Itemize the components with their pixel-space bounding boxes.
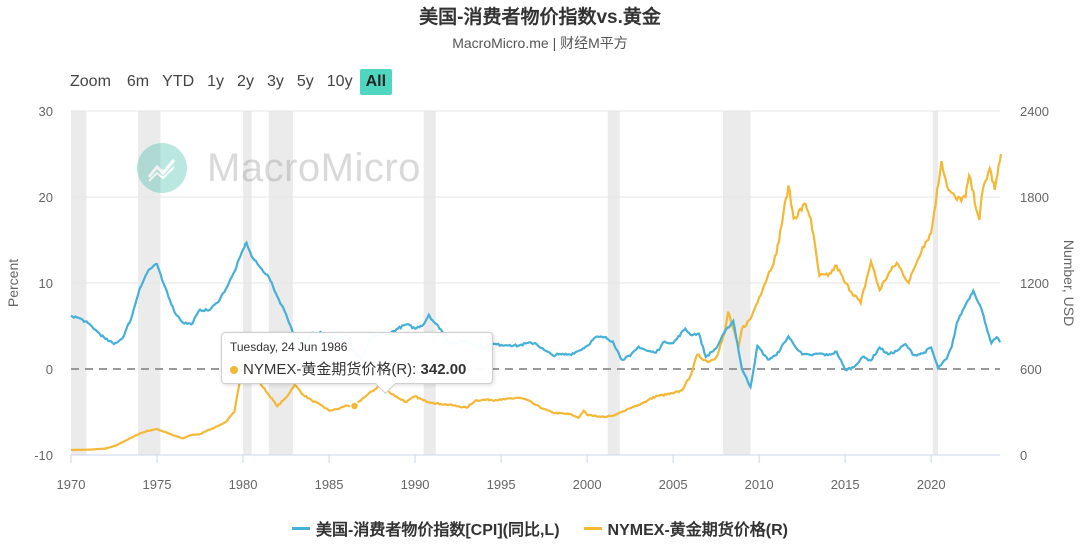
tooltip-row: NYMEX-黄金期货价格(R): 342.00 [230,358,466,379]
tooltip: Tuesday, 24 Jun 1986 NYMEX-黄金期货价格(R): 34… [221,332,493,395]
x-tick-label: 1990 [401,477,430,492]
zoom-button-ytd[interactable]: YTD [162,73,195,90]
chart-subtitle: MacroMicro.me | 财经M平方 [452,35,628,51]
x-tick-label: 1980 [229,477,258,492]
macromicro-logo-icon [137,143,187,193]
left-tick-label: 30 [39,104,53,119]
chart-title: 美国-消费者物价指数vs.黄金 [419,7,661,28]
legend-cpi-label: 美国-消费者物价指数[CPI](同比,L) [316,522,560,539]
zoom-button-10y[interactable]: 10y [326,73,353,90]
zoom-button-6m[interactable]: 6m [126,73,150,90]
tooltip-date: Tuesday, 24 Jun 1986 [230,340,348,354]
x-tick-label: 2015 [831,477,860,492]
right-tick-label: 2400 [1020,104,1049,119]
x-tick-label: 1975 [143,477,172,492]
x-tick-label: 2010 [745,477,774,492]
tooltip-point-marker [349,401,360,411]
x-tick-label: 1995 [487,477,516,492]
zoom-button-3y[interactable]: 3y [266,73,284,90]
zoom-label: Zoom [70,73,111,90]
legend-gold-label: NYMEX-黄金期货价格(R) [607,522,788,539]
gold-series-line [71,153,1002,452]
zoom-button-all[interactable]: All [359,69,393,95]
legend-item-cpi[interactable]: 美国-消费者物价指数[CPI](同比,L) [292,516,560,540]
x-tick-label: 2020 [917,477,946,492]
tooltip-value: 342.00 [420,361,467,378]
right-tick-label: 1200 [1020,276,1049,291]
x-tick-label: 2000 [573,477,602,492]
zoom-button-5y[interactable]: 5y [296,73,314,90]
tooltip-series-name: NYMEX-黄金期货价格(R): [243,361,417,378]
x-tick-label: 2005 [659,477,688,492]
zoom-button-1y[interactable]: 1y [207,73,225,90]
zoom-button-2y[interactable]: 2y [237,73,254,90]
right-tick-label: 600 [1020,362,1042,377]
legend-item-gold[interactable]: NYMEX-黄金期货价格(R) [583,516,788,540]
zoom-bar: Zoom 6m YTD 1y 2y 3y 5y 10y All [70,69,393,95]
right-tick-label: 1800 [1020,190,1049,205]
tooltip-series-dot-icon [230,366,238,375]
x-tick-label: 1985 [315,477,344,492]
legend-gold-swatch-icon [583,526,602,530]
cpi-series-line [70,240,1002,391]
legend-cpi-swatch-icon [292,526,310,530]
right-axis-title: Number, USD [1061,240,1077,326]
left-tick-label: 10 [39,276,53,291]
watermark-text: MacroMicro [207,145,421,190]
legend: 美国-消费者物价指数[CPI](同比,L) NYMEX-黄金期货价格(R) [0,516,1080,540]
right-tick-label: 0 [1020,448,1027,463]
left-axis-title: Percent [5,259,21,307]
watermark: MacroMicro [137,143,421,193]
x-tick-label: 1970 [57,477,86,492]
left-tick-label: -10 [34,448,53,463]
left-tick-label: 0 [46,362,53,377]
left-tick-label: 20 [39,190,53,205]
axes: 1970 1975 1980 1985 1990 1995 2000 2005 2010 2015… [34,104,1049,492]
